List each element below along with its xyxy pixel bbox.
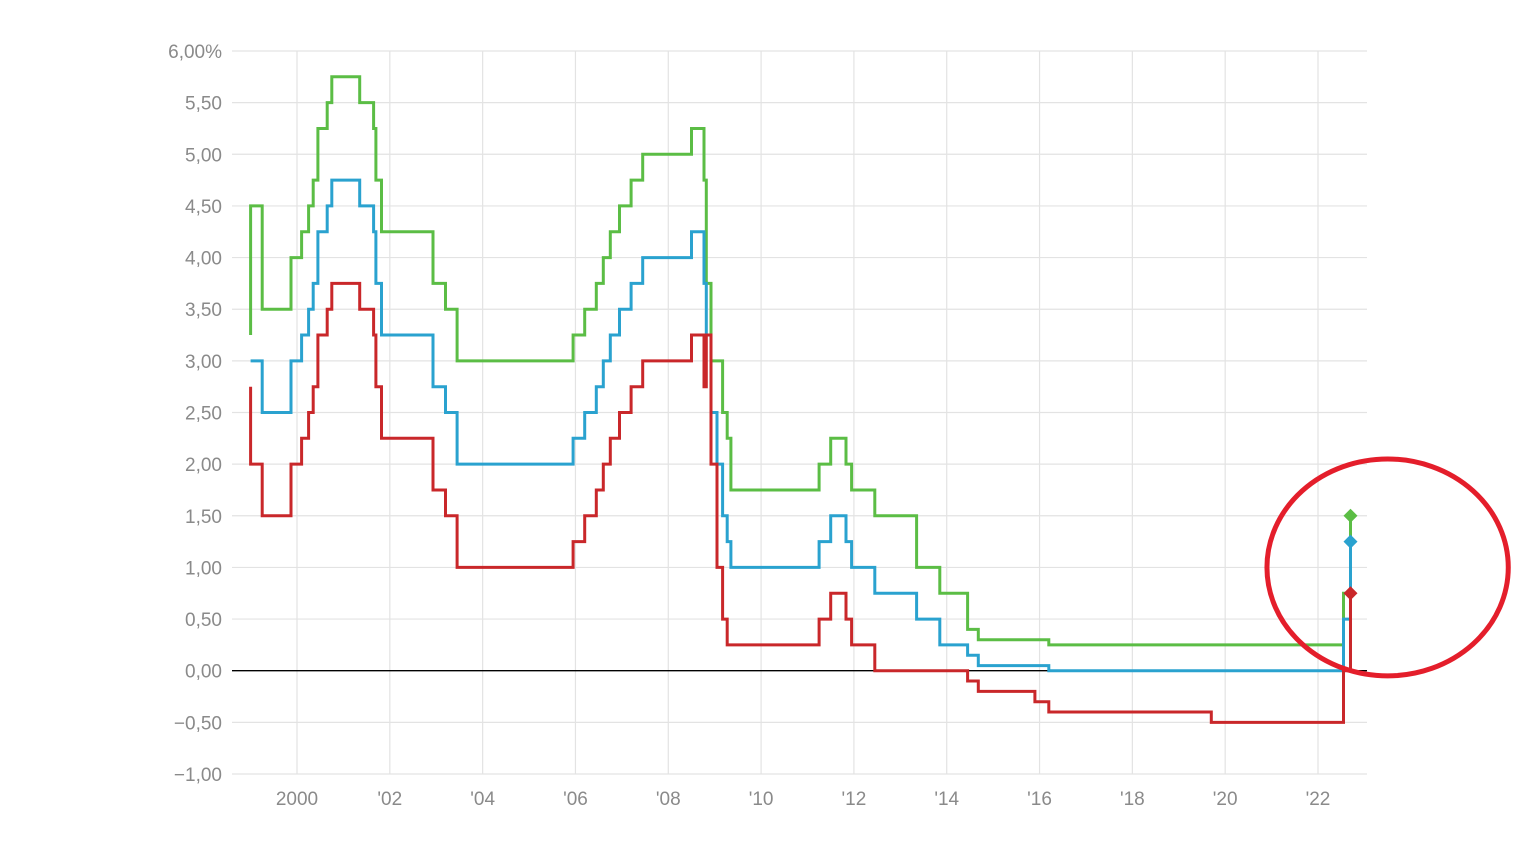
x-tick-label: '20 <box>1213 789 1238 810</box>
x-tick-label: '10 <box>749 789 774 810</box>
y-tick-label: 3,00 <box>185 352 222 373</box>
series-1-last-marker <box>1343 508 1358 523</box>
series-line-3 <box>249 281 1352 724</box>
y-tick-label: 2,00 <box>185 455 222 476</box>
y-tick-label: 6,00% <box>168 42 222 63</box>
y-axis-tick-labels: 6,00% 5,50 5,00 4,50 4,00 3,50 3,00 2,50 2,00 1,5… <box>168 42 222 786</box>
series-line-1 <box>249 75 1352 647</box>
x-tick-label: '08 <box>656 789 681 810</box>
horizontal-gridlines <box>232 50 1367 775</box>
y-tick-label: 2,50 <box>185 404 222 425</box>
x-tick-label: '14 <box>934 789 959 810</box>
y-tick-label: 4,00 <box>185 249 222 270</box>
y-tick-label: −0,50 <box>174 713 222 734</box>
x-tick-label: '06 <box>563 789 588 810</box>
x-axis-tick-labels: 2000 '02 '04 '06 '08 '10 '12 '14 '16 '18 '20 '22 <box>276 789 1331 810</box>
series-lines <box>249 75 1352 724</box>
x-tick-label: '18 <box>1120 789 1145 810</box>
x-tick-label: '12 <box>842 789 867 810</box>
last-value-markers <box>1343 508 1358 601</box>
y-tick-label: −1,00 <box>174 765 222 786</box>
y-tick-label: 1,00 <box>185 558 222 579</box>
series-line-2 <box>250 178 1352 673</box>
y-tick-label: 1,50 <box>185 507 222 528</box>
x-tick-label: 2000 <box>276 789 318 810</box>
y-tick-label: 0,50 <box>185 610 222 631</box>
vertical-gridlines <box>296 51 1319 774</box>
highlight-ellipse <box>1264 456 1511 679</box>
series-2-last-marker <box>1343 534 1358 549</box>
x-tick-label: '02 <box>377 789 402 810</box>
x-tick-label: '04 <box>470 789 495 810</box>
y-tick-label: 3,50 <box>185 300 222 321</box>
highlight-annotation <box>1264 456 1511 679</box>
y-tick-label: 5,50 <box>185 94 222 115</box>
x-tick-label: '16 <box>1027 789 1052 810</box>
y-tick-label: 0,00 <box>185 662 222 683</box>
y-tick-label: 4,50 <box>185 197 222 218</box>
series-3-last-marker <box>1343 586 1358 601</box>
x-tick-label: '22 <box>1306 789 1331 810</box>
y-tick-label: 5,00 <box>185 145 222 166</box>
